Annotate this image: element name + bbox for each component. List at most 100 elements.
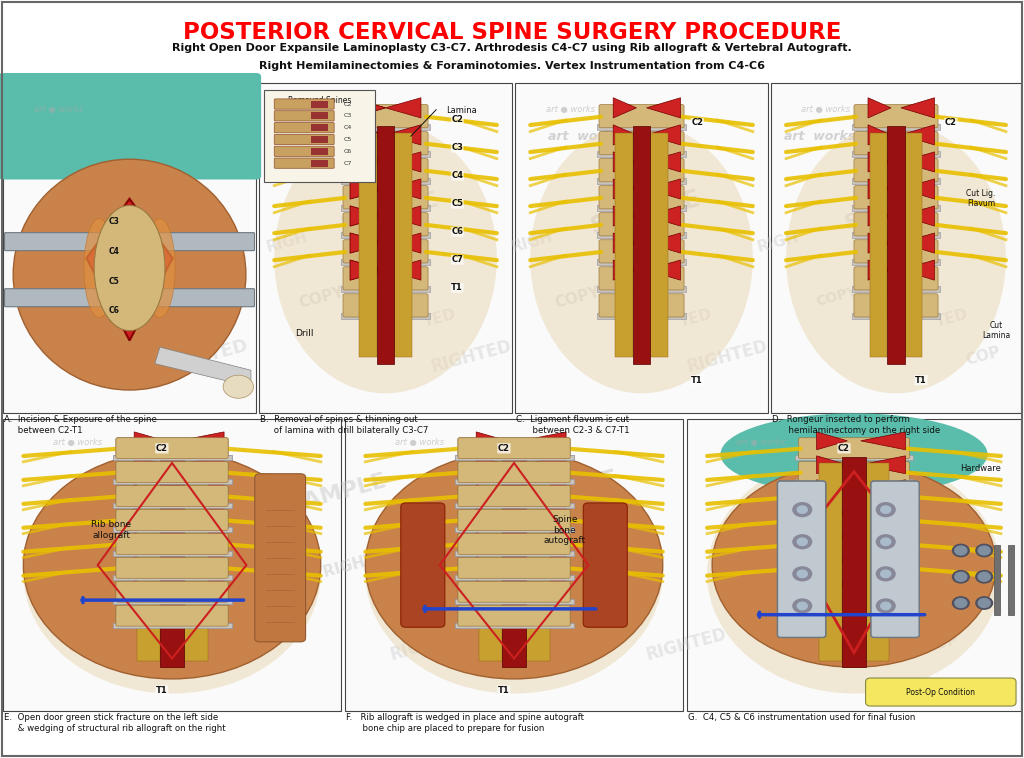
Text: SAMPLE: SAMPLE: [506, 466, 621, 519]
Bar: [455, 622, 573, 628]
Polygon shape: [613, 233, 637, 253]
FancyBboxPatch shape: [4, 289, 255, 307]
Polygon shape: [385, 206, 421, 226]
Text: C6: C6: [109, 306, 120, 315]
Bar: [455, 527, 573, 532]
Polygon shape: [179, 456, 224, 474]
Polygon shape: [385, 152, 421, 172]
FancyBboxPatch shape: [458, 486, 570, 506]
Bar: [597, 286, 686, 292]
Bar: [455, 455, 573, 460]
Bar: [526, 463, 550, 662]
Polygon shape: [134, 480, 165, 497]
Text: RIGH: RIGH: [264, 230, 309, 255]
Text: G.  C4, C5 & C6 instrumentation used for final fusion: G. C4, C5 & C6 instrumentation used for …: [688, 713, 915, 722]
FancyBboxPatch shape: [274, 158, 334, 168]
Text: RIGH: RIGH: [510, 230, 555, 255]
Text: Cut Lig.
Flavum: Cut Lig. Flavum: [967, 189, 995, 208]
Text: A.  Incision & Exposure of the spine
     between C2-T1: A. Incision & Exposure of the spine betw…: [4, 415, 157, 435]
Text: COPYRIGHTED: COPYRIGHTED: [41, 546, 164, 591]
Bar: [887, 127, 905, 364]
Polygon shape: [350, 125, 385, 145]
Bar: [113, 575, 231, 580]
Bar: [113, 503, 231, 508]
Bar: [455, 551, 573, 556]
Bar: [113, 575, 231, 580]
Bar: [113, 622, 231, 628]
FancyBboxPatch shape: [854, 105, 938, 128]
Text: Hardware: Hardware: [961, 465, 1001, 473]
Polygon shape: [476, 432, 507, 449]
Text: RIGHTED: RIGHTED: [388, 625, 472, 664]
FancyBboxPatch shape: [799, 437, 909, 459]
Bar: [341, 124, 430, 130]
Bar: [311, 124, 328, 131]
Text: C5: C5: [343, 137, 351, 142]
Bar: [455, 455, 573, 460]
Polygon shape: [179, 503, 224, 522]
Text: C3: C3: [109, 218, 120, 227]
Bar: [259, 83, 512, 413]
FancyBboxPatch shape: [854, 267, 938, 290]
Ellipse shape: [84, 218, 115, 318]
Bar: [597, 151, 686, 157]
FancyBboxPatch shape: [854, 240, 938, 263]
Bar: [687, 419, 1021, 711]
Bar: [597, 178, 686, 184]
Polygon shape: [476, 480, 507, 497]
FancyBboxPatch shape: [777, 481, 825, 637]
Polygon shape: [613, 260, 637, 280]
Circle shape: [976, 544, 992, 556]
Polygon shape: [646, 152, 681, 172]
Text: COPYRIGHTED: COPYRIGHTED: [553, 265, 676, 311]
Text: COP: COP: [964, 344, 1002, 368]
Polygon shape: [816, 480, 847, 497]
Bar: [455, 527, 573, 532]
Bar: [994, 545, 1000, 615]
Bar: [311, 136, 328, 143]
Circle shape: [976, 597, 992, 609]
Polygon shape: [646, 125, 681, 145]
Text: Drill: Drill: [295, 330, 313, 339]
Polygon shape: [861, 552, 905, 569]
Bar: [455, 551, 573, 556]
Text: COPYRIGHTED: COPYRIGHTED: [41, 265, 164, 311]
Polygon shape: [816, 575, 847, 594]
Bar: [3, 419, 341, 711]
Text: C2: C2: [945, 118, 957, 127]
Polygon shape: [816, 552, 847, 569]
Text: D.  Rongeur inserted to perform
      hemilaminectomy on the right side: D. Rongeur inserted to perform hemilamin…: [772, 415, 940, 435]
FancyBboxPatch shape: [116, 605, 228, 626]
FancyBboxPatch shape: [458, 486, 570, 506]
Bar: [796, 622, 912, 628]
FancyBboxPatch shape: [458, 534, 570, 554]
Circle shape: [798, 506, 807, 513]
Bar: [341, 286, 430, 292]
Circle shape: [954, 546, 967, 555]
FancyBboxPatch shape: [116, 509, 228, 531]
Text: art ● works: art ● works: [395, 438, 444, 447]
Text: C2: C2: [691, 118, 703, 127]
Polygon shape: [134, 528, 165, 546]
FancyBboxPatch shape: [274, 134, 334, 145]
Bar: [1008, 545, 1014, 615]
Polygon shape: [385, 233, 421, 253]
FancyBboxPatch shape: [854, 294, 938, 317]
Circle shape: [978, 599, 990, 607]
Text: C3: C3: [343, 114, 351, 118]
Text: Lamina: Lamina: [446, 106, 477, 115]
Polygon shape: [476, 575, 507, 594]
Bar: [311, 112, 328, 119]
Bar: [905, 133, 923, 357]
Circle shape: [952, 597, 969, 609]
Polygon shape: [868, 233, 891, 253]
Text: COPYRIGHTED: COPYRIGHTED: [814, 267, 927, 309]
Text: C2: C2: [156, 444, 168, 453]
Bar: [796, 527, 912, 532]
FancyBboxPatch shape: [799, 557, 909, 578]
Circle shape: [798, 570, 807, 578]
Polygon shape: [861, 503, 905, 522]
Bar: [796, 455, 912, 460]
Ellipse shape: [530, 123, 753, 393]
Bar: [869, 133, 887, 357]
